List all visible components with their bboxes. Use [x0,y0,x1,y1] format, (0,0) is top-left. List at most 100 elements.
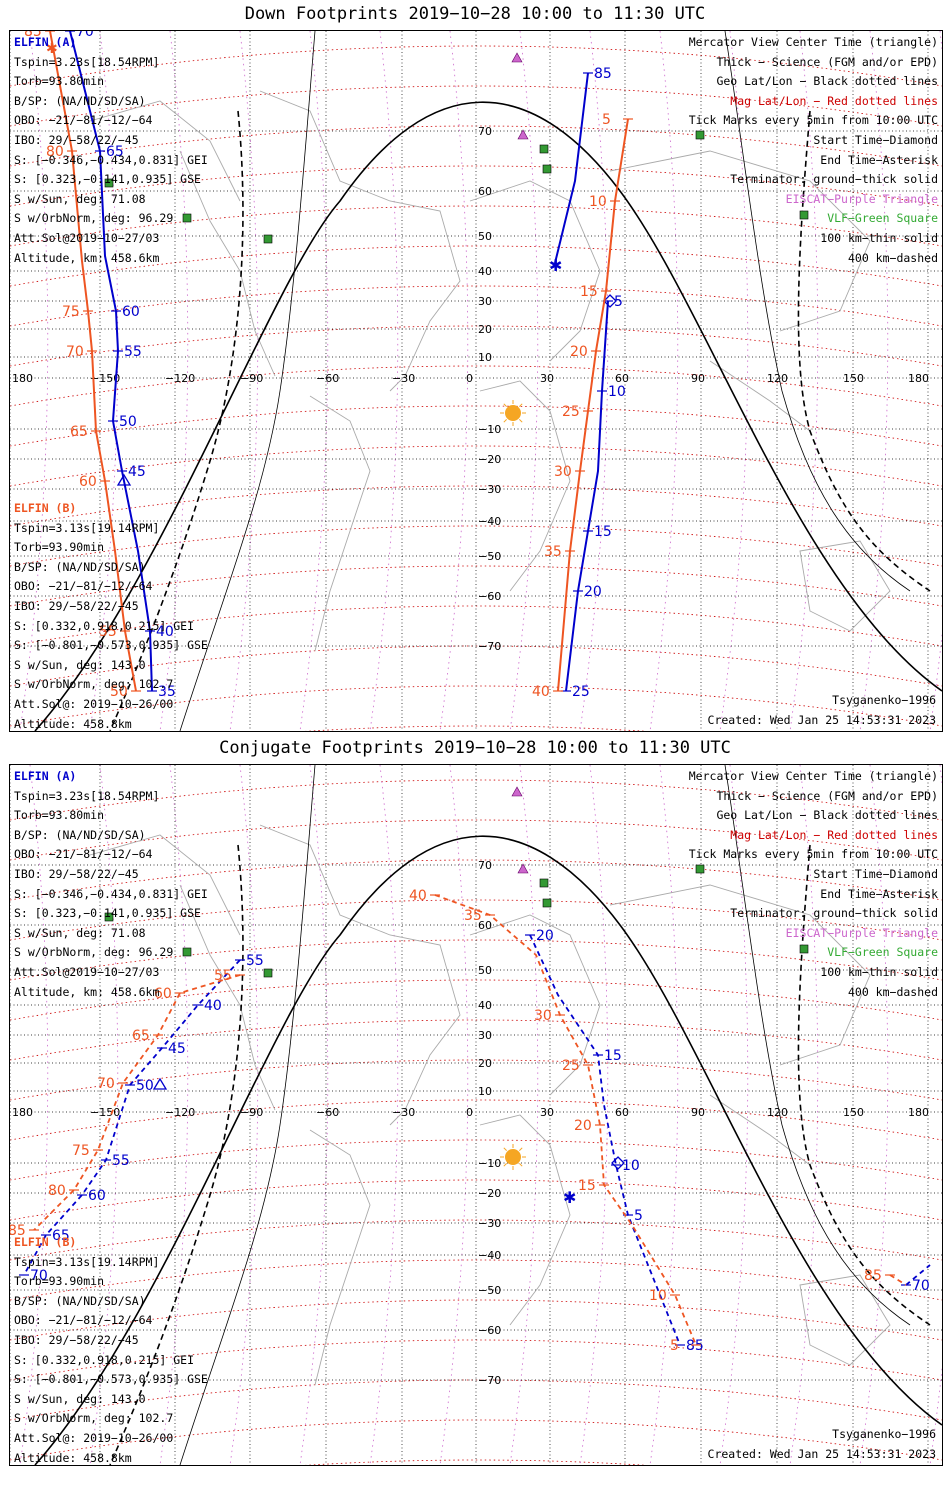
elfin-b-info-line: Torb=93.90min [14,1274,105,1289]
mag-lat-line [10,899,942,941]
elfin-b-info-line: S: [−0.801,−0.573,0.935] GSE [14,638,208,653]
lon-tick-label: 150 [843,1106,864,1119]
elfin-a-info-line: Torb=93.80min [14,808,105,823]
coastline [89,834,241,936]
mag-lon-line [649,765,679,1465]
mag-lon-line [299,31,329,731]
lon-tick-label: −60 [316,372,339,385]
elfin-a-red-tick-label: 5 [670,1338,679,1354]
lon-tick-label: −120 [165,1106,195,1119]
lat-tick-label: 50 [478,230,492,243]
elfin-a-red-tick-label: 25 [562,1058,580,1074]
lat-tick-label: −40 [478,515,501,528]
elfin-a-info-line: IBO: 29/−58/22/−45 [14,866,139,881]
elfin-a-info-line: IBO: 29/−58/22/−45 [14,132,139,147]
elfin-a-red-tick-label: 5 [602,112,611,128]
elfin-a-info: ELFIN (A) Tspin=3.23s[18.54RPM] Torb=93.80… [14,33,208,268]
elfin-a-blue-tick-label: 10 [622,1158,640,1174]
terminator-400km [109,110,244,731]
elfin-a-info-line: Altitude, km: 458.6km [14,984,160,999]
lon-tick-label: 150 [843,372,864,385]
elfin-b-blue-tick-label: 70 [30,1268,48,1284]
elfin-b-info-line: S: [0.332,0.918,0.215] GEI [14,1352,195,1367]
lat-tick-label: 10 [478,1085,492,1098]
geo-grid [10,31,942,731]
coastline [709,360,811,432]
mag-lat-line [10,779,942,821]
vlf-square [104,178,114,188]
mag-lon-line [649,31,679,731]
mag-lon-line [299,765,329,1465]
elfin-a-blue-tick-label: 10 [608,384,626,400]
mag-lon-line [159,31,189,731]
legend-entry: Terminator: ground−thick solid [730,172,938,187]
lat-tick-label: 40 [478,999,492,1012]
lon-tick-label: 60 [615,372,629,385]
mag-lon-line [859,31,889,731]
eiscat-triangle [517,863,529,874]
elfin-b-red-tick-label: 75 [72,1143,90,1159]
sun-ray [503,403,507,407]
mag-lon-line [89,31,119,731]
elfin-a-red-tick-label: 10 [649,1288,667,1304]
terminator-100km-east [724,31,911,592]
lat-tick-label: −20 [478,453,501,466]
elfin-a-info-line: S: [−0.346,−0.434,0.831] GEI [14,886,208,901]
elfin-a-red-tick-label: 35 [464,908,482,924]
elfin-b-info-line: IBO: 29/−58/22/−45 [14,598,139,613]
terminator-100km-east [724,765,911,1326]
end-asterisk: ✱ [563,1188,576,1207]
elfin-b-blue-tick-label: 65 [52,1228,70,1244]
elfin-b-blue-tick-label: 50 [136,1078,154,1094]
mag-lon-line [859,765,889,1465]
vlf-square [799,210,809,220]
elfin-a-info-line: Tspin=3.23s[18.54RPM] [14,54,160,69]
lat-tick-label: 30 [478,1029,492,1042]
geo-grid [10,765,942,1465]
mag-lon-line [439,765,469,1465]
lat-tick-label: 60 [478,185,492,198]
elfin-b-red-tick-label: 50 [110,684,128,700]
mag-lat-line [10,1059,942,1101]
elfin-b-red-tick-label: 80 [46,144,64,160]
elfin-b-info-line: B/SP: (NA/ND/SD/SA) [14,559,146,574]
mag-lon-line [789,765,819,1465]
elfin-b-info-line: S w/OrbNorm, deg: 102.7 [14,1411,174,1426]
axis-labels: 180 −150 −120 −90 −60 −30 0 30 60 90 120 150 180 70 60… [12,859,929,1387]
elfin-a-info-line: Att.Sol@2019−10−27/03 [14,964,160,979]
elfin-b-red-tick-label: 55 [214,968,232,984]
coastline [469,914,601,1096]
elfin-b-red-tick-label: 85 [24,31,42,40]
elfin-b-info-line: Torb=93.90min [14,540,105,555]
mag-lat-line [10,1339,942,1381]
lon-tick-label: −90 [240,372,263,385]
elfin-a-red-tick-label: 30 [554,464,572,480]
mag-lat-line [10,979,942,1021]
lat-tick-label: 70 [478,125,492,138]
elfin-a-info: ELFIN (A) Tspin=3.23s[18.54RPM] Torb=93.80… [14,767,208,1002]
elfin-b-red-tick-label: 80 [48,1183,66,1199]
lon-tick-label: −120 [165,372,195,385]
start-diamond [611,1156,625,1170]
coastline [709,1094,811,1166]
sun-icon [500,400,526,426]
lon-tick-label: 0 [466,372,473,385]
mag-lat-line [10,1139,942,1181]
elfin-a-red-tick-label: 40 [532,684,550,700]
elfin-a-red-tick-label: 15 [580,284,598,300]
elfin-b-blue-tick-label: 40 [204,998,222,1014]
lon-tick-label: 120 [767,1106,788,1119]
vlf-square [799,944,809,954]
elfin-b-blue-tick-label: 65 [106,144,124,160]
lat-tick-label: 50 [478,964,492,977]
lat-tick-label: 20 [478,323,492,336]
conjugate-footprints-title: Conjugate Footprints 2019−10−28 10:00 to… [219,738,731,758]
mag-lat-line [10,1099,942,1141]
mag-lon-line [19,765,49,1465]
coastline [309,395,371,652]
created-timestamp: Created: Wed Jan 25 14:53:31 2023 [707,713,936,727]
elfin-a-blue-tick-label: 20 [584,584,602,600]
map-legend: Mercator View Center Time (triangle) Thic… [689,767,938,1002]
lon-tick-label: 90 [691,372,705,385]
legend-entry: Mercator View Center Time (triangle) [688,35,938,49]
